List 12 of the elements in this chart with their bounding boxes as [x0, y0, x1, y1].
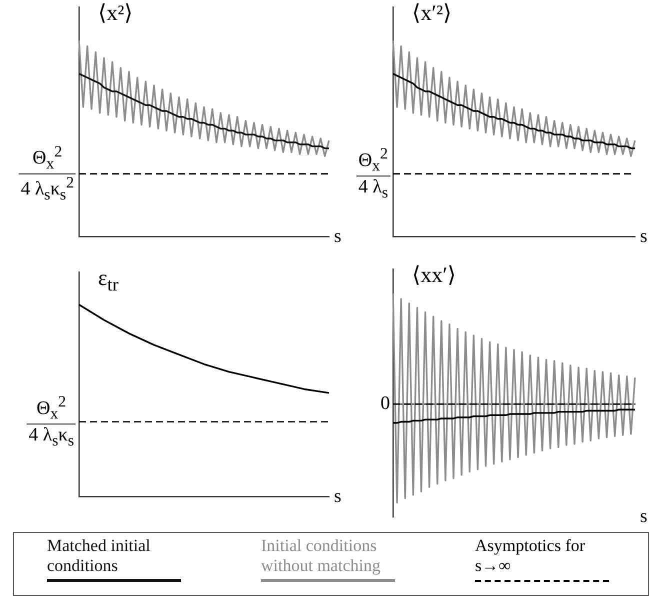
x-axis-title: s	[334, 486, 342, 508]
x-axis-title: s	[334, 226, 342, 248]
ref-line-label: 0	[380, 393, 390, 414]
text: Matched initial conditions	[47, 536, 152, 576]
text: Initial conditions without matching	[261, 536, 382, 576]
x-axis-title: s	[640, 506, 648, 528]
chart-title: ⟨x′²⟩	[412, 0, 452, 26]
text: Asymptotics for s→∞	[475, 536, 586, 576]
chart-title: ⟨x²⟩	[98, 0, 133, 26]
chart-title: ⟨xx′⟩	[412, 262, 456, 288]
chart-title: ε$_{tr}$	[98, 265, 118, 296]
x-axis-title: s	[640, 226, 648, 248]
